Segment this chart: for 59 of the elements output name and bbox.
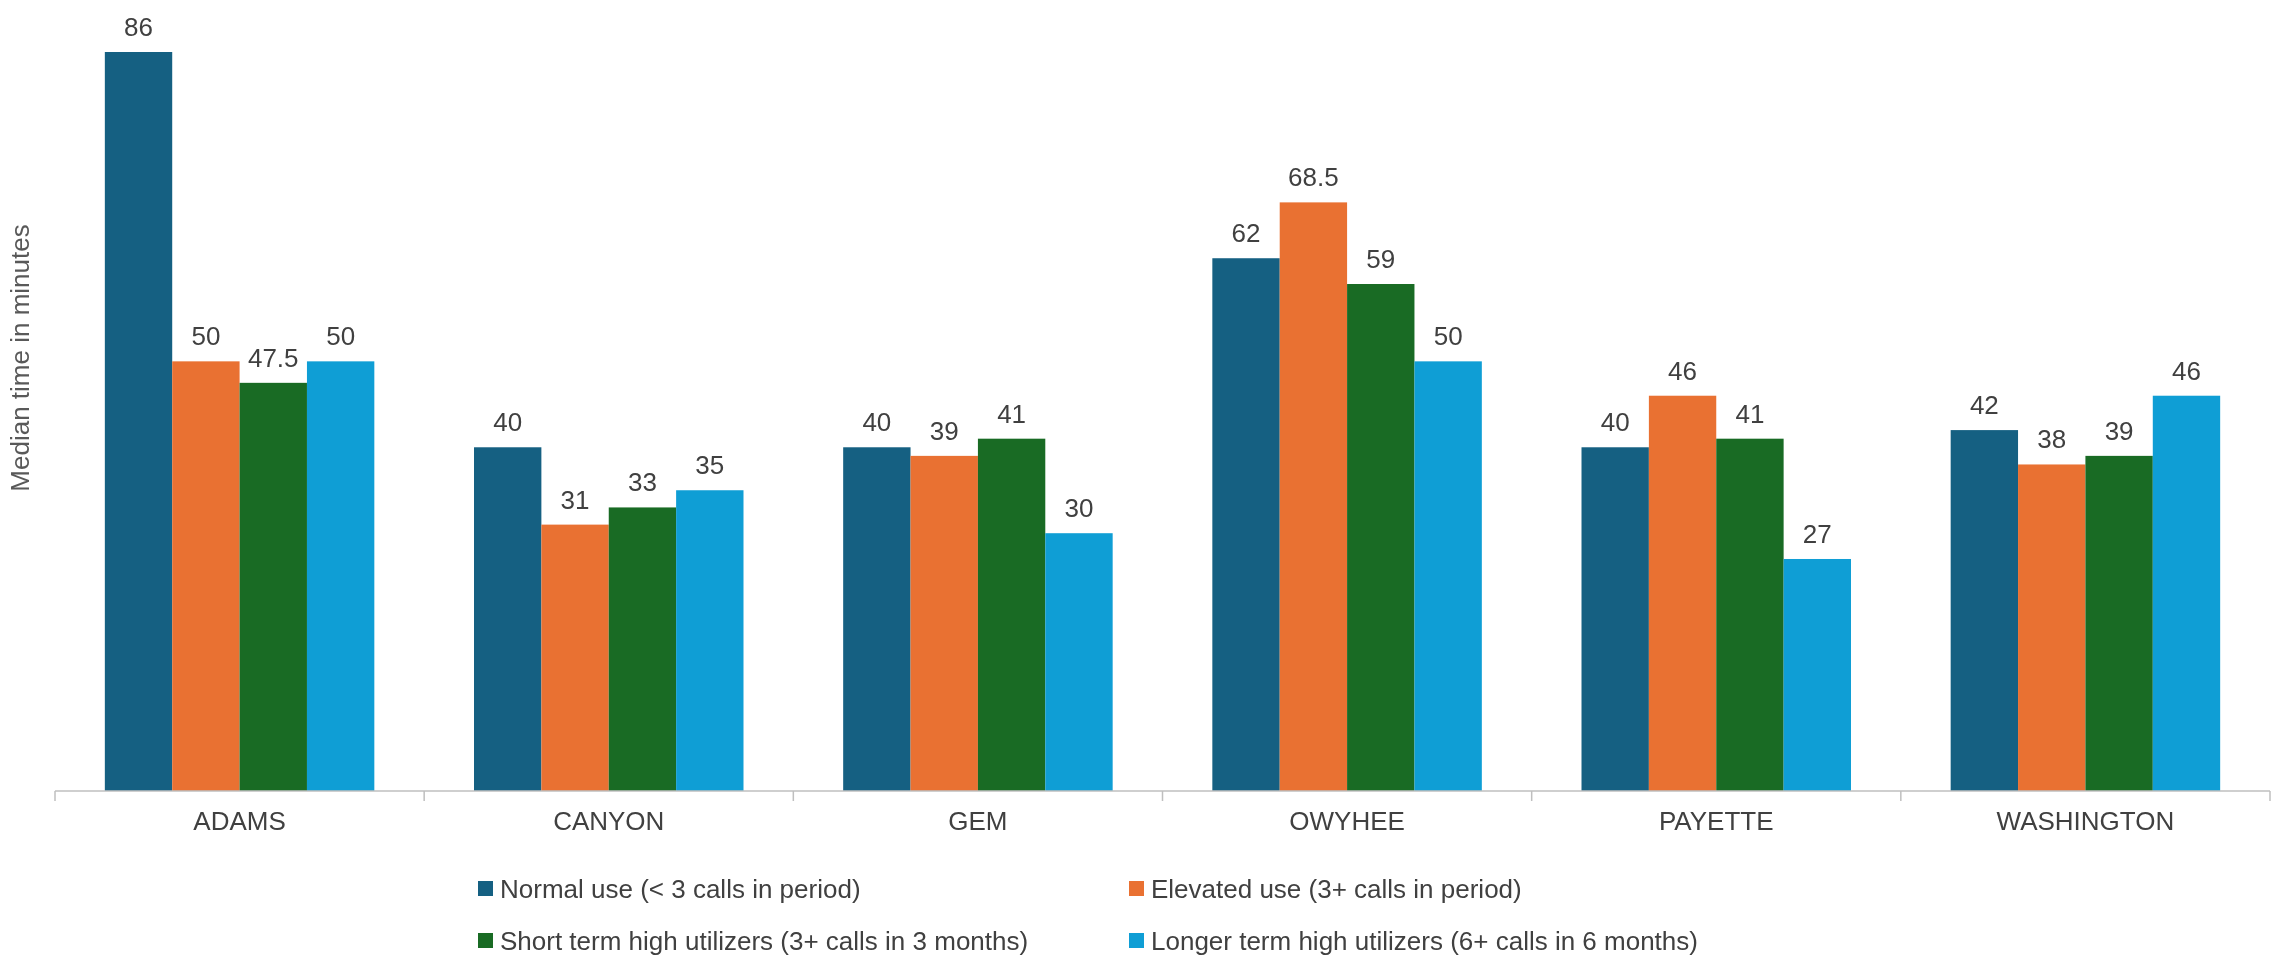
data-label: 27 bbox=[1802, 518, 1832, 549]
data-label: 33 bbox=[627, 467, 657, 498]
data-label: 40 bbox=[493, 407, 523, 438]
bar bbox=[608, 507, 677, 791]
x-tick-label: CANYON bbox=[553, 806, 665, 836]
bar bbox=[977, 438, 1046, 791]
bar bbox=[1716, 438, 1784, 791]
bar bbox=[2018, 464, 2086, 791]
legend-label: Normal use (< 3 calls in period) bbox=[500, 874, 861, 904]
bar bbox=[1212, 258, 1280, 791]
bar bbox=[1581, 447, 1649, 791]
bar bbox=[676, 490, 744, 791]
data-label: 59 bbox=[1366, 244, 1396, 275]
bar bbox=[1648, 395, 1717, 791]
data-label: 41 bbox=[1735, 398, 1765, 429]
bar bbox=[1414, 361, 1482, 791]
y-axis-title: Median time in minutes bbox=[5, 224, 35, 492]
data-label: 46 bbox=[2172, 355, 2201, 386]
bar bbox=[1347, 284, 1415, 791]
data-label: 38 bbox=[2037, 424, 2067, 455]
data-label: 50 bbox=[1433, 321, 1463, 352]
bar bbox=[239, 382, 307, 791]
data-label: 50 bbox=[326, 321, 356, 352]
data-label: 86 bbox=[124, 12, 153, 42]
data-label: 39 bbox=[2104, 415, 2134, 446]
legend-label: Short term high utilizers (3+ calls in 3 months) bbox=[500, 926, 1029, 956]
bar bbox=[1950, 430, 2019, 791]
data-label: 68.5 bbox=[1288, 162, 1339, 193]
data-label: 31 bbox=[560, 484, 590, 515]
x-tick-label: WASHINGTON bbox=[1996, 806, 2175, 836]
bar bbox=[910, 455, 978, 791]
data-label: 42 bbox=[1969, 390, 1999, 421]
bar bbox=[2152, 395, 2221, 791]
data-label: 35 bbox=[695, 450, 725, 481]
bar bbox=[843, 447, 911, 791]
bar bbox=[474, 447, 542, 791]
data-label: 47.5 bbox=[247, 342, 299, 373]
data-label: 46 bbox=[1668, 355, 1698, 386]
bar bbox=[104, 52, 173, 791]
bar bbox=[306, 361, 375, 791]
x-tick-label: OWYHEE bbox=[1289, 806, 1405, 836]
bar bbox=[1045, 533, 1113, 791]
x-tick-label: PAYETTE bbox=[1658, 806, 1774, 836]
data-label: 30 bbox=[1064, 493, 1094, 524]
data-label: 62 bbox=[1231, 218, 1261, 249]
bar bbox=[172, 361, 240, 791]
data-label: 41 bbox=[997, 398, 1027, 429]
data-label: 39 bbox=[929, 415, 959, 446]
legend-label: Longer term high utilizers (6+ calls in 6 months) bbox=[1151, 926, 1698, 956]
bar bbox=[1279, 202, 1348, 791]
data-label: 40 bbox=[1600, 407, 1630, 438]
bar bbox=[2085, 455, 2153, 791]
x-tick-label: GEM bbox=[948, 806, 1008, 836]
data-label: 40 bbox=[862, 407, 892, 438]
data-label: 50 bbox=[191, 321, 221, 352]
bar bbox=[541, 524, 609, 791]
x-tick-label: ADAMS bbox=[193, 806, 286, 836]
bar bbox=[1783, 558, 1851, 791]
legend-label: Elevated use (3+ calls in period) bbox=[1151, 874, 1522, 904]
